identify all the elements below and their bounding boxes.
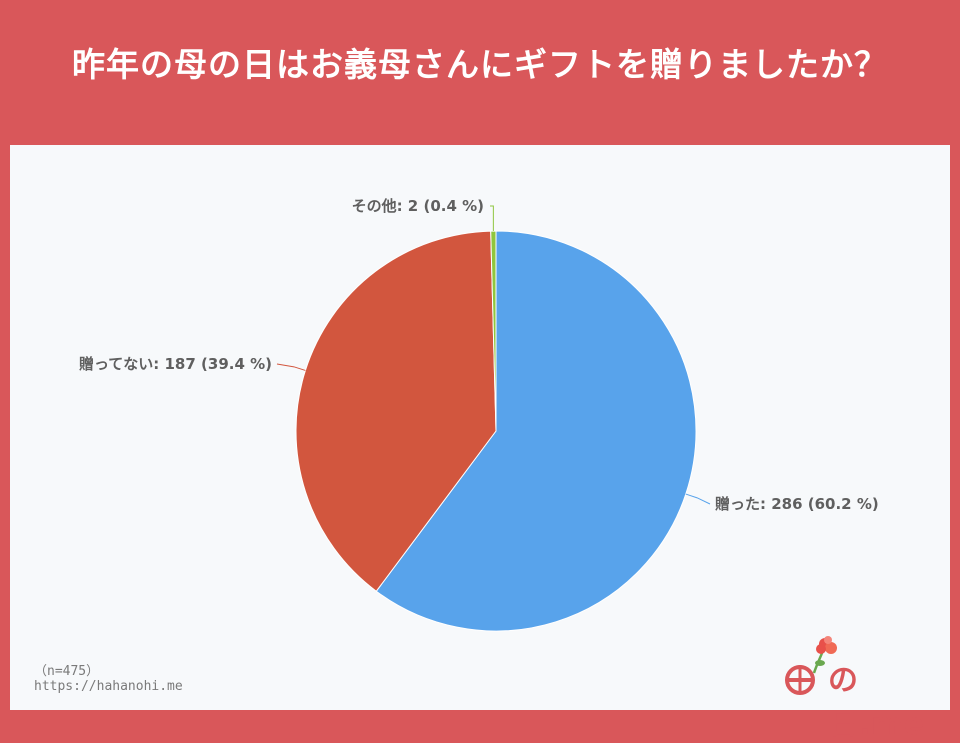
chart-panel: 贈った: 286 (60.2 %) 贈ってない: 187 (39.4 %) その他:… [10, 145, 950, 742]
pie-slice-0[interactable] [375, 230, 697, 632]
slice-label-2: その他: 2 (0.4 %) [352, 197, 484, 215]
pie-chart: 贈った: 286 (60.2 %) 贈ってない: 187 (39.4 %) その他:… [79, 197, 879, 632]
source-url[interactable]: https://hahanohi.me [34, 679, 183, 694]
slice-label-0: 贈った: 286 (60.2 %) [715, 495, 879, 513]
page-title: 昨年の母の日はお義母さんにギフトを贈りましたか？ [72, 44, 888, 84]
pie-slice-2[interactable] [490, 230, 497, 432]
leader-line-0 [685, 493, 711, 505]
sample-size-note: （n=475） [34, 664, 100, 679]
leader-line-1 [276, 363, 306, 371]
leader-line-2 [490, 205, 494, 232]
site-logo[interactable]: の日.me [778, 635, 948, 742]
carnation-icon [785, 636, 837, 695]
logo-text: の日.me [828, 663, 926, 742]
slice-label-1: 贈ってない: 187 (39.4 %) [79, 355, 272, 373]
pie-slice-1[interactable] [295, 230, 497, 592]
header: 昨年の母の日はお義母さんにギフトを贈りましたか？ [0, 0, 960, 145]
